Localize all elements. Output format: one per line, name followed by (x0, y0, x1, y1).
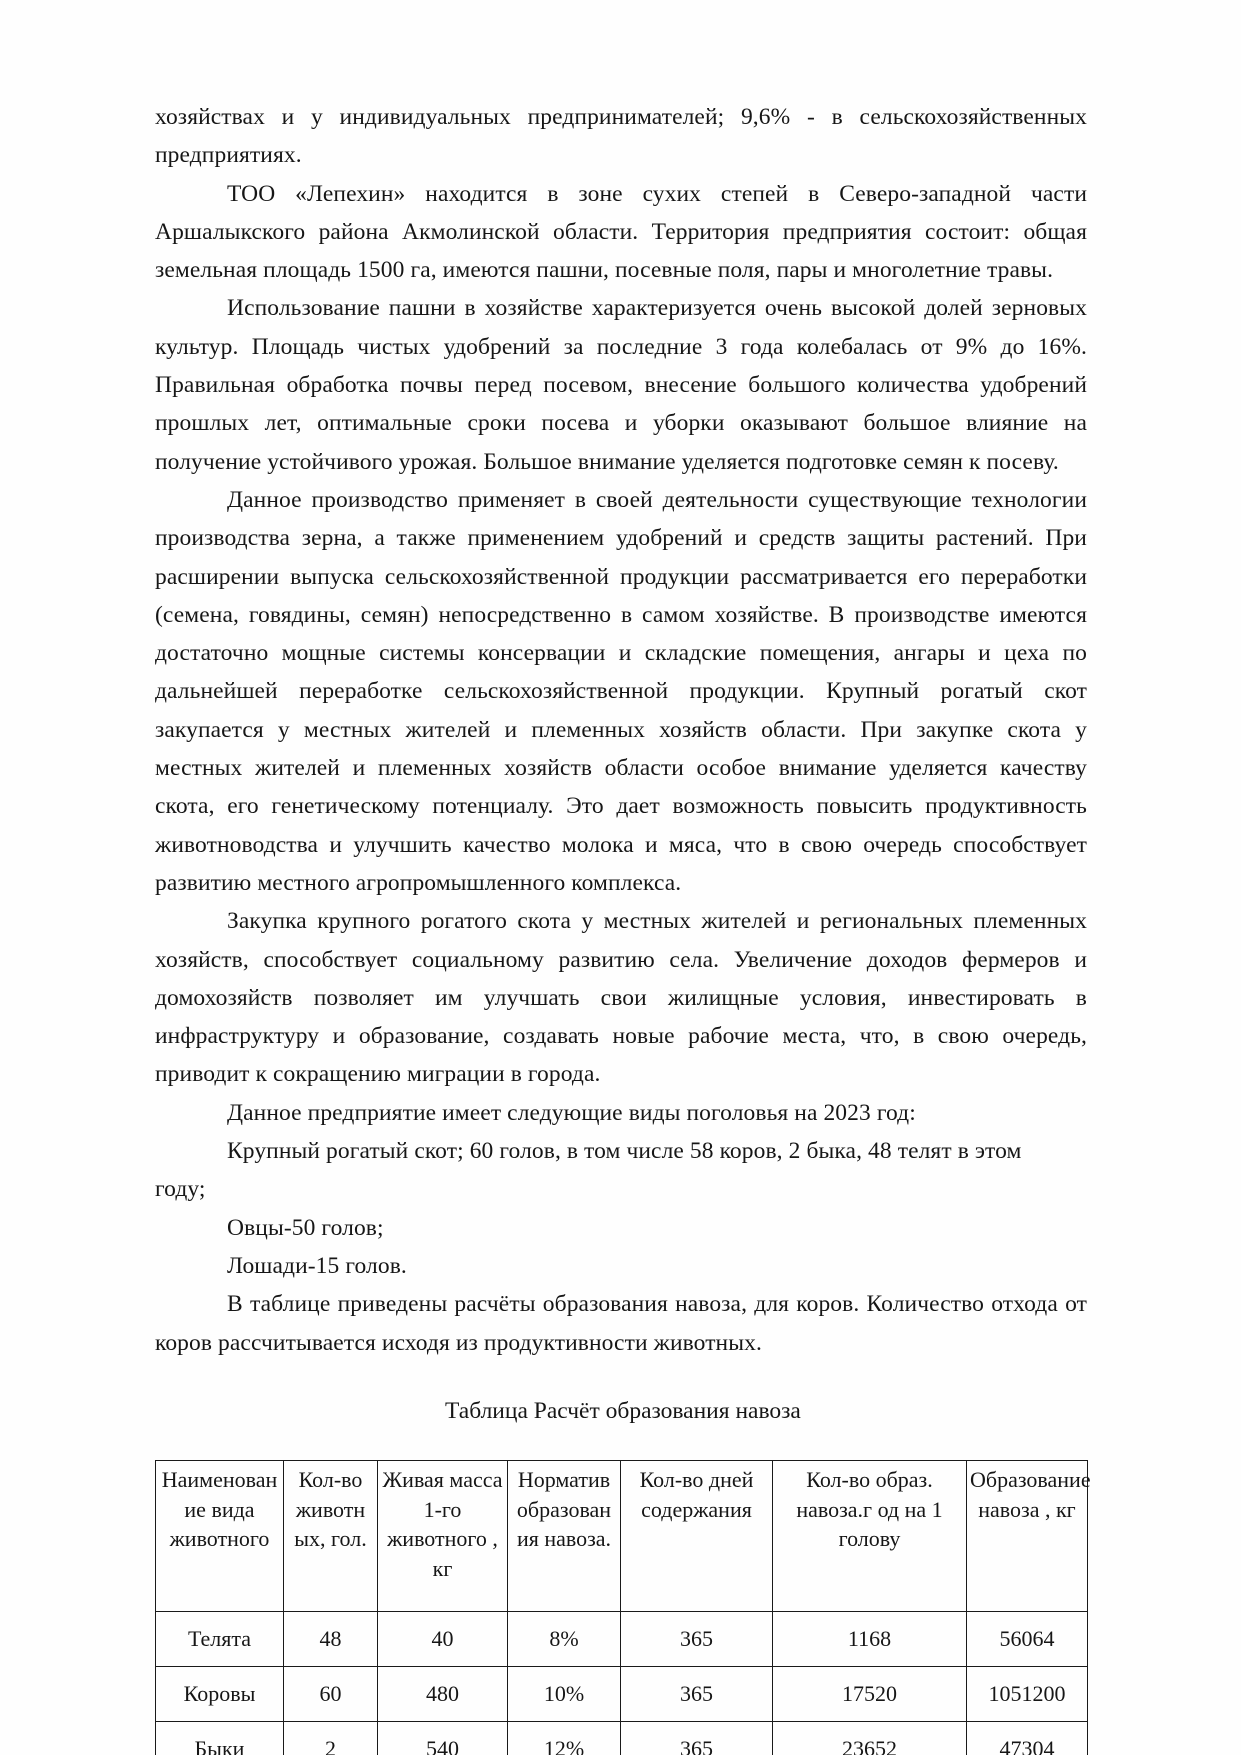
table-cell-manure-total: 56064 (966, 1611, 1088, 1668)
table-cell-manure-total: 47304 (966, 1721, 1088, 1755)
paragraph-cattle-purchase-social: Закупка крупного рогатого скота у местны… (155, 908, 1087, 1088)
paragraph-company-location: ТОО «Лепехин» находится в зоне сухих сте… (155, 180, 1087, 284)
table-cell-animal-count: 60 (283, 1666, 378, 1723)
table-cell-manure-total: 1051200 (966, 1666, 1088, 1723)
table-header-row: Наименован ие вида животного Кол-во живо… (155, 1460, 1091, 1613)
table-cell-days-count: 365 (620, 1721, 773, 1755)
table-header-cell-manure-per-head: Кол-во образ. навоза.г од на 1 голову (772, 1460, 967, 1613)
manure-calculation-table: Наименован ие вида животного Кол-во живо… (155, 1460, 1091, 1755)
table-cell-live-mass: 540 (377, 1721, 508, 1755)
paragraph-livestock-intro: Данное предприятие имеет следующие виды … (227, 1099, 916, 1126)
table-header-cell-manure-norm: Норматив образован ия навоза. (507, 1460, 621, 1613)
table-cell-animal-name: Коровы (155, 1666, 284, 1723)
table-cell-days-count: 365 (620, 1666, 773, 1723)
paragraph-cattle-count-continuation: году; (155, 1176, 206, 1203)
table-header-cell-days-count: Кол-во дней содержания (620, 1460, 773, 1613)
table-cell-live-mass: 480 (377, 1666, 508, 1723)
table-body: Телята 48 40 8% 365 1168 56064 Коровы 60… (155, 1611, 1088, 1755)
spacer-before-caption (155, 1362, 1087, 1392)
paragraph-cattle-count: Крупный рогатый скот; 60 голов, в том чи… (227, 1138, 1022, 1165)
table-cell-manure-norm: 10% (507, 1666, 621, 1723)
table-header-cell-animal-count: Кол-во животн ых, гол. (283, 1460, 378, 1613)
paragraph-arable-land-use: Использование пашни в хозяйстве характер… (155, 295, 1087, 475)
table-header-cell-live-mass: Живая масса 1-го животного , кг (377, 1460, 508, 1613)
table-cell-manure-norm: 8% (507, 1611, 621, 1668)
table-header-cell-animal-name: Наименован ие вида животного (155, 1460, 284, 1613)
spacer-before-table (155, 1430, 1087, 1460)
table-cell-manure-per-head: 1168 (772, 1611, 967, 1668)
paragraph-sheep-count: Овцы-50 голов; (227, 1214, 384, 1241)
table-cell-animal-name: Телята (155, 1611, 284, 1668)
table-row: Коровы 60 480 10% 365 17520 1051200 (155, 1666, 1088, 1723)
table-cell-days-count: 365 (620, 1611, 773, 1668)
table-cell-animal-count: 2 (283, 1721, 378, 1755)
table-row: Быки 2 540 12% 365 23652 47304 (155, 1721, 1088, 1755)
paragraph-intro-continuation: хозяйствах и у индивидуальных предприним… (155, 104, 1087, 169)
table-cell-manure-per-head: 17520 (772, 1666, 967, 1723)
table-cell-manure-norm: 12% (507, 1721, 621, 1755)
paragraph-production-technology: Данное производство применяет в своей де… (155, 486, 1087, 896)
table-cell-animal-name: Быки (155, 1721, 284, 1755)
table-header-row-group: Наименован ие вида животного Кол-во живо… (155, 1460, 1091, 1613)
paragraph-table-intro: В таблице приведены расчёты образования … (155, 1291, 1087, 1356)
table-row: Телята 48 40 8% 365 1168 56064 (155, 1611, 1088, 1668)
table-cell-manure-per-head: 23652 (772, 1721, 967, 1755)
table-cell-live-mass: 40 (377, 1611, 508, 1668)
table-header-cell-manure-total: Образование навоза , кг (966, 1460, 1091, 1613)
document-body: хозяйствах и у индивидуальных предприним… (155, 98, 1091, 1755)
paragraph-horses-count: Лошади-15 голов. (227, 1252, 407, 1279)
table-caption: Таблица Расчёт образования навоза (445, 1397, 801, 1424)
table-cell-animal-count: 48 (283, 1611, 378, 1668)
